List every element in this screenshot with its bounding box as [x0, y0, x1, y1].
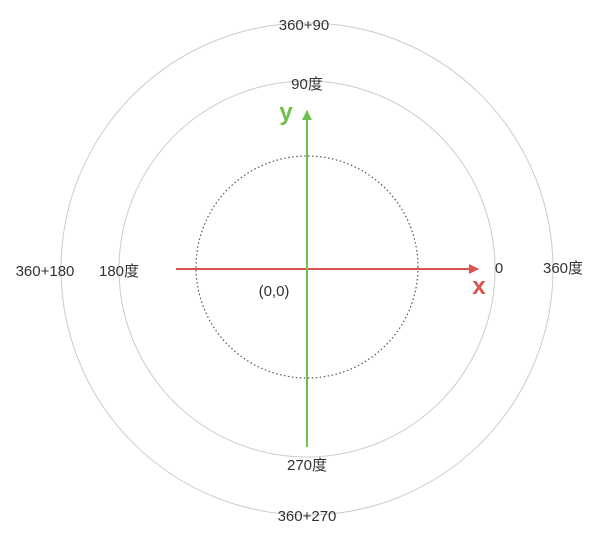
middle-circle [118, 80, 496, 458]
label-270-degrees: 270度 [287, 457, 327, 474]
origin-label: (0,0) [259, 283, 290, 300]
label-0: 0 [495, 260, 503, 277]
outer-circle [60, 22, 554, 516]
label-180-degrees: 180度 [99, 263, 139, 280]
x-axis-label: x [472, 273, 486, 300]
label-90-degrees: 90度 [291, 76, 323, 93]
label-360-plus-270: 360+270 [278, 508, 337, 525]
label-360-plus-90: 360+90 [279, 17, 329, 34]
y-axis-label: y [279, 99, 293, 126]
label-360-degrees: 360度 [543, 260, 583, 277]
unit-circle-dotted [195, 155, 419, 379]
label-360-plus-180: 360+180 [16, 263, 75, 280]
